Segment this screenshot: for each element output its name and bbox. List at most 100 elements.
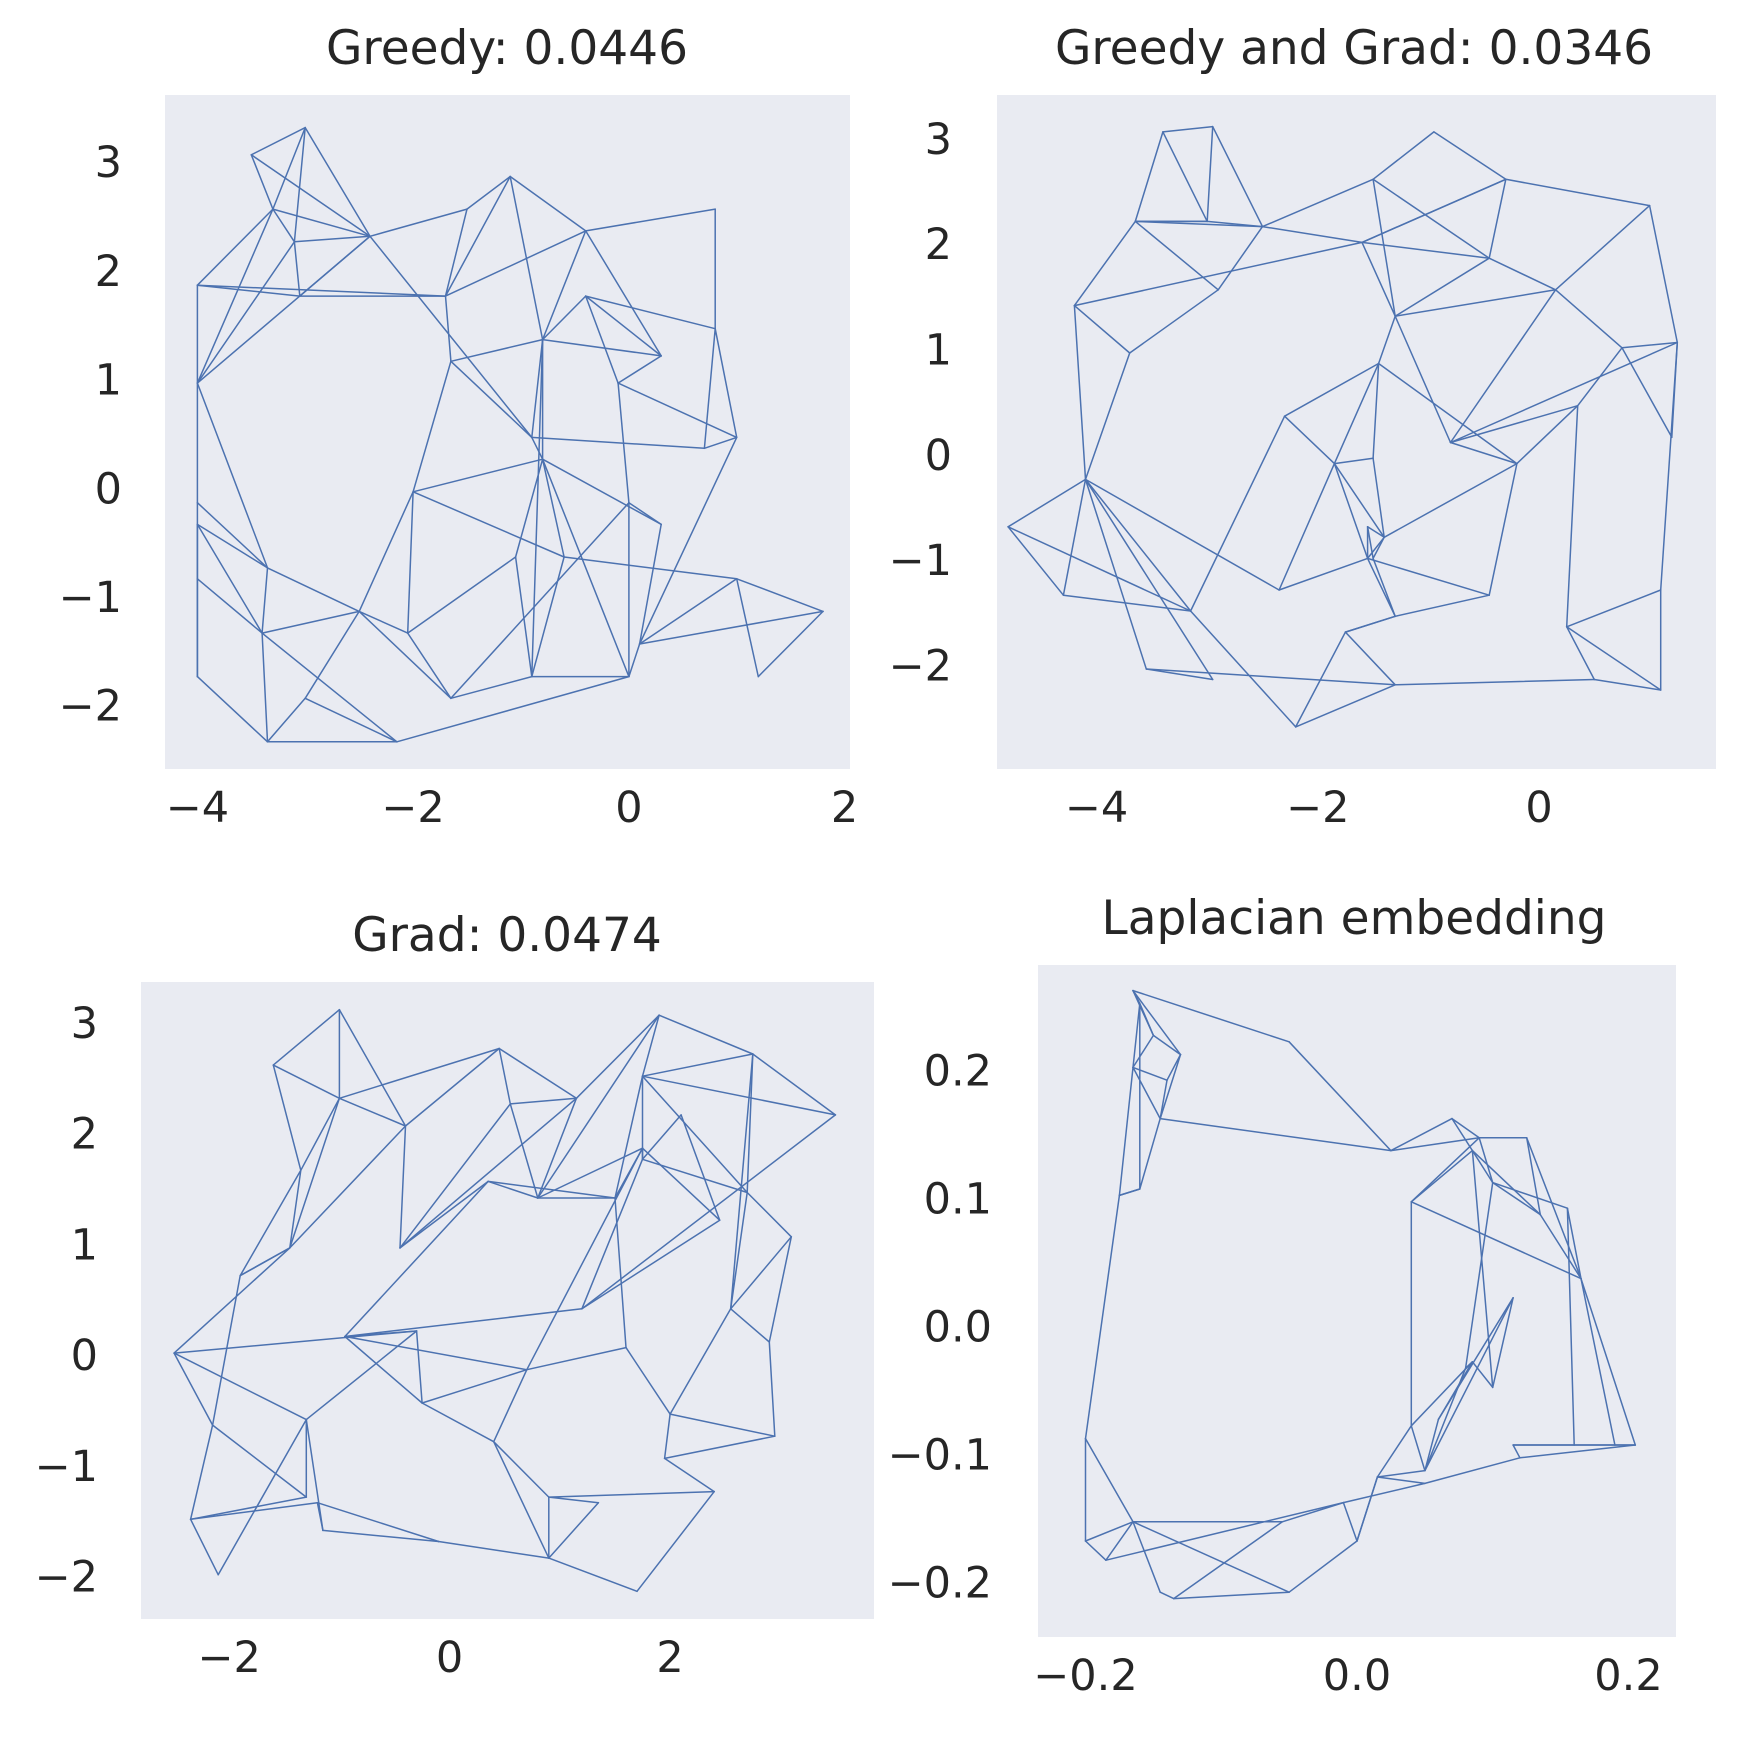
graph-edge [1519, 1444, 1637, 1459]
graph-edge [729, 1053, 754, 1310]
graph-edge [1410, 1361, 1474, 1427]
x-tick-label: −2 [1286, 783, 1349, 833]
graph-edge [1449, 441, 1518, 465]
graph-edge [272, 208, 371, 238]
graph-edge [1294, 684, 1396, 728]
graph-edge [1288, 1041, 1392, 1152]
graph-edge [444, 175, 511, 297]
graph-edge [548, 1490, 715, 1498]
graph-edge [746, 1053, 754, 1194]
graph-edge [1659, 341, 1679, 591]
graph-edge [514, 556, 533, 678]
graph-edge [1372, 362, 1380, 460]
graph-edge [1451, 1117, 1474, 1152]
x-tick-label: −2 [198, 1633, 261, 1683]
panel-greedy-y-ticks: 3 2 1 0 −1 −2 [59, 138, 122, 732]
graph-edge [1593, 678, 1662, 691]
graph-edge [729, 1191, 748, 1310]
graph-edge [1565, 589, 1662, 628]
graph-edge [541, 458, 565, 558]
graph-edge [1134, 131, 1164, 223]
graph-edge [1366, 557, 1396, 618]
y-tick-label: −2 [35, 1553, 98, 1603]
graph-edge [663, 1457, 715, 1493]
graph-edge [1073, 304, 1087, 481]
panel-laplacian-title: Laplacian embedding [1102, 891, 1607, 946]
y-tick-label: 1 [925, 326, 952, 376]
y-tick-label: 3 [71, 999, 98, 1049]
graph-edge [266, 567, 360, 613]
graph-edge [509, 175, 587, 232]
graph-edge [1344, 615, 1396, 633]
graph-edge [369, 235, 533, 439]
graph-edge [1134, 220, 1219, 291]
graph-edge [1361, 178, 1507, 244]
graph-edge [584, 295, 619, 384]
graph-edge [1189, 415, 1286, 612]
graph-edge [399, 1097, 578, 1249]
graph-edge [1512, 1444, 1521, 1459]
graph-edge [541, 230, 587, 341]
graph-edge [617, 382, 630, 504]
graph-edge [338, 1008, 407, 1127]
graph-edge [584, 295, 662, 357]
graph-edge [1007, 478, 1087, 528]
graph-edge [450, 501, 630, 700]
graph-edge [729, 1308, 771, 1343]
graph-edge [1366, 526, 1374, 560]
graph-edge [1372, 178, 1490, 259]
graph-edge [189, 1424, 214, 1521]
graph-edge [1471, 1149, 1542, 1216]
graph-edge [1356, 1476, 1379, 1542]
graph-edge [250, 154, 274, 210]
graph-edge [406, 491, 414, 634]
graph-edge [412, 360, 452, 493]
graph-edge [1105, 1501, 1345, 1561]
graph-edge [1084, 1437, 1134, 1523]
graph-edge [1084, 352, 1131, 481]
graph-edge [492, 1440, 550, 1559]
graph-edge [581, 1219, 721, 1310]
graph-edge [1145, 668, 1214, 681]
graph-edge [614, 1197, 627, 1349]
graph-edge [289, 1169, 302, 1249]
graph-edge [322, 1529, 440, 1543]
graph-edge [669, 1413, 776, 1437]
graph-edge [1134, 220, 1264, 228]
graph-edge [173, 1247, 291, 1354]
graph-edge [399, 1125, 407, 1249]
panel-grad-x-ticks: −2 0 2 [198, 1633, 684, 1683]
graph-edge [304, 697, 398, 743]
graph-edge [1491, 1297, 1514, 1389]
graph-edge [1139, 1117, 1161, 1190]
graph-edge [272, 208, 296, 243]
graph-edge [757, 610, 824, 678]
graph-edge [1105, 1521, 1134, 1561]
graph-edge [399, 1180, 489, 1249]
graph-edge [1372, 178, 1396, 317]
graph-edge [261, 567, 269, 634]
graph-edge [638, 610, 824, 645]
graph-edge [509, 1103, 539, 1199]
graph-edge [437, 1540, 550, 1559]
graph-edge [680, 1114, 721, 1221]
x-tick-label: 2 [831, 783, 858, 833]
graph-edge [1366, 526, 1385, 539]
graph-edge [563, 556, 738, 580]
graph-edge [1565, 626, 1662, 691]
graph-edge [304, 610, 360, 700]
graph-edge [1128, 289, 1219, 354]
graph-edge [1283, 362, 1380, 417]
graph-edge [1437, 1361, 1474, 1421]
graph-edge [1073, 304, 1131, 354]
graph-edge [1294, 631, 1347, 728]
panel-greedy-and-grad-title: Greedy and Grad: 0.0346 [1055, 21, 1653, 76]
graph-edge [1166, 1053, 1182, 1081]
panel-laplacian-edges [1084, 989, 1637, 1600]
graph-edge [196, 501, 269, 569]
y-tick-label: 0 [95, 464, 122, 514]
y-tick-label: −2 [59, 682, 122, 732]
graph-edge [1565, 626, 1596, 681]
graph-edge [1084, 478, 1192, 612]
